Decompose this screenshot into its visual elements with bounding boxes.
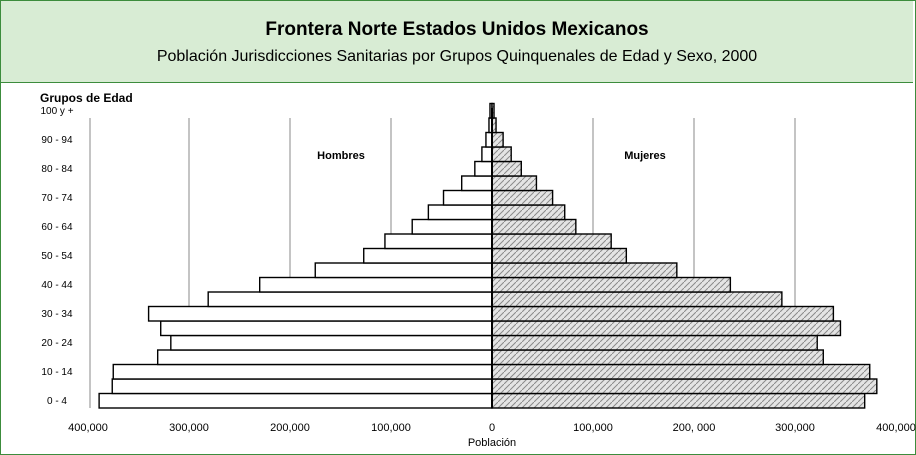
y-tick-label: 80 - 84 — [41, 164, 73, 175]
y-tick-label: 60 - 64 — [41, 222, 73, 233]
bar-hombres — [411, 218, 493, 235]
y-tick-label: 40 - 44 — [41, 280, 73, 291]
x-tick-label: 200,000 — [270, 422, 310, 434]
bar-hombres — [363, 247, 493, 264]
x-tick-label: 300,000 — [169, 422, 209, 434]
x-tick-label: 200, 000 — [673, 422, 716, 434]
x-axis-label: Población — [468, 437, 516, 449]
y-tick-label: 70 - 74 — [41, 193, 73, 204]
series-label-mujeres: Mujeres — [624, 150, 666, 162]
bar-mujeres — [491, 276, 732, 293]
bar-mujeres — [491, 262, 678, 279]
bar-hombres — [461, 175, 493, 192]
bar-mujeres — [491, 160, 522, 177]
bar-mujeres — [491, 218, 577, 235]
y-axis-label: Grupos de Edad — [40, 91, 133, 105]
bar-hombres — [147, 305, 493, 322]
bar-hombres — [481, 146, 493, 163]
y-tick-label: 90 - 94 — [41, 135, 73, 146]
y-tick-label: 50 - 54 — [41, 251, 73, 262]
bar-mujeres — [491, 320, 842, 337]
bar-mujeres — [491, 392, 866, 409]
chart-title: Frontera Norte Estados Unidos Mexicanos — [265, 19, 649, 40]
bar-hombres — [442, 189, 493, 206]
bar-hombres — [156, 349, 493, 366]
bar-mujeres — [491, 175, 538, 192]
y-tick-label: 10 - 14 — [41, 367, 73, 378]
bar-mujeres — [491, 189, 554, 206]
bar-mujeres — [491, 204, 566, 221]
x-tick-label: 100,000 — [371, 422, 411, 434]
y-tick-label: 0 - 4 — [47, 396, 67, 407]
chart-header: Frontera Norte Estados Unidos Mexicanos … — [1, 1, 913, 83]
bar-mujeres — [491, 363, 871, 380]
bar-hombres — [111, 378, 493, 395]
bar-mujeres — [491, 378, 878, 395]
bar-hombres — [160, 320, 493, 337]
bar-hombres — [384, 233, 493, 250]
bar-mujeres — [491, 305, 835, 322]
x-tick-label: 400,000 — [876, 422, 916, 434]
bar-hombres — [98, 392, 493, 409]
series-label-hombres: Hombres — [317, 150, 365, 162]
bar-hombres — [259, 276, 493, 293]
bar-hombres — [170, 334, 493, 351]
bar-mujeres — [491, 247, 628, 264]
x-tick-label: 0 — [489, 422, 495, 434]
x-tick-label: 100,000 — [573, 422, 613, 434]
bar-mujeres — [491, 233, 612, 250]
x-tick-label: 300,000 — [775, 422, 815, 434]
bar-mujeres — [491, 291, 783, 308]
bars — [98, 102, 878, 409]
bar-hombres — [474, 160, 493, 177]
bar-mujeres — [491, 334, 818, 351]
bar-hombres — [314, 262, 493, 279]
bar-mujeres — [491, 131, 504, 148]
y-tick-label: 20 - 24 — [41, 338, 73, 349]
chart-subtitle: Población Jurisdicciones Sanitarias por … — [156, 48, 758, 65]
y-tick-label: 100 y + — [40, 106, 73, 117]
bar-mujeres — [491, 349, 824, 366]
axes: 400,000 300,000 200,000 100,000 0 100,000 200,… — [40, 106, 915, 434]
bar-hombres — [112, 363, 493, 380]
bar-hombres — [207, 291, 493, 308]
bar-hombres — [427, 204, 493, 221]
y-tick-label: 30 - 34 — [41, 309, 73, 320]
x-tick-label: 400,000 — [68, 422, 108, 434]
bar-mujeres — [491, 146, 512, 163]
